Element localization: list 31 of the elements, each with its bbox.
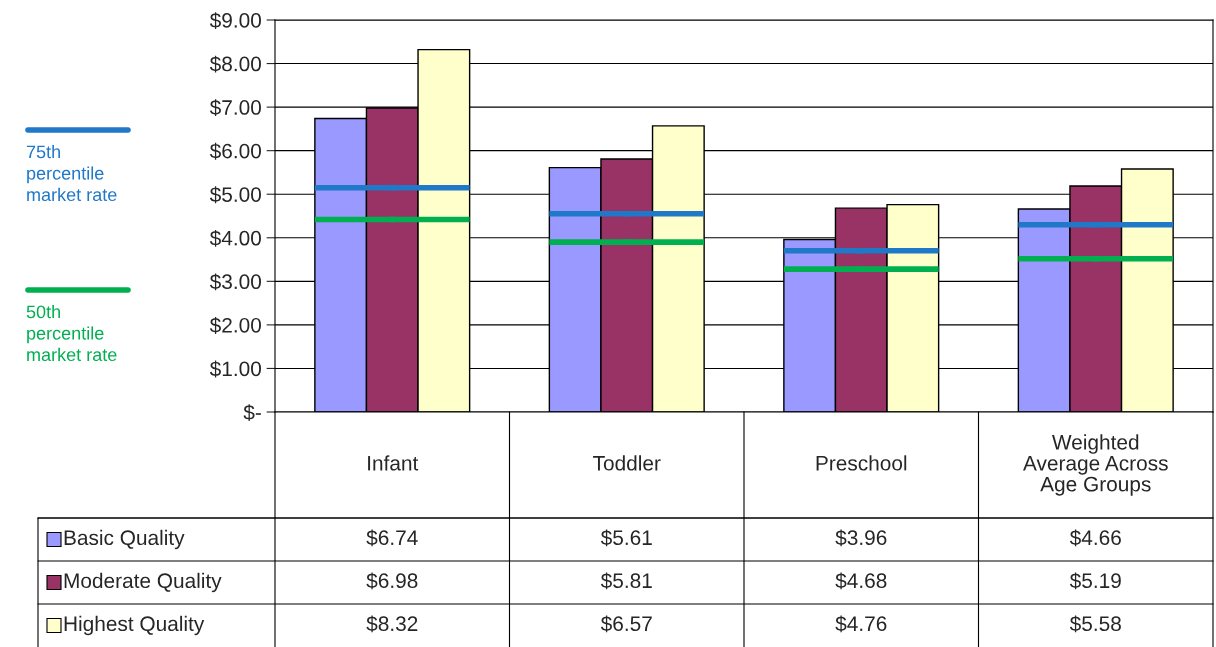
x-tick-label: Toddler [593,455,661,471]
data-label: $5.61 [600,529,652,547]
data-label: $4.76 [835,615,887,633]
x-tick-label: Preschool [816,455,907,471]
legend-label: Highest Quality [64,615,205,636]
y-tick-label: $2.00 [209,317,261,334]
y-tick-label: $1.00 [209,360,261,378]
y-tick-label: $7.00 [209,99,261,117]
data-label: $3.96 [835,529,887,547]
data-label: $5.19 [1069,572,1121,590]
data-label: $4.66 [1069,529,1121,547]
y-tick-label: $- [243,404,261,421]
data-label: $6.74 [366,529,418,547]
data-label: $6.57 [600,615,652,633]
data-label: $5.81 [600,572,652,590]
legend-label: Basic Quality [64,529,185,550]
data-label: $6.98 [366,572,418,590]
text: 75th percentile market rate [26,145,117,202]
text: 50th percentile market rate [26,305,117,362]
legend-label: Moderate Quality [64,572,222,593]
y-tick-label: $8.00 [209,55,261,73]
x-tick-label: Infant [368,455,419,471]
y-tick-label: $5.00 [209,186,261,204]
data-label: $5.58 [1069,615,1121,633]
y-tick-label: $6.00 [209,142,261,160]
x-tick-label: Weighted Average Across Age Groups [1023,434,1168,496]
y-tick-label: $4.00 [209,229,261,247]
y-tick-label: $9.00 [209,12,261,29]
data-label: $8.32 [366,615,418,633]
y-tick-label: $3.00 [209,273,261,291]
data-label: $4.68 [835,572,887,590]
